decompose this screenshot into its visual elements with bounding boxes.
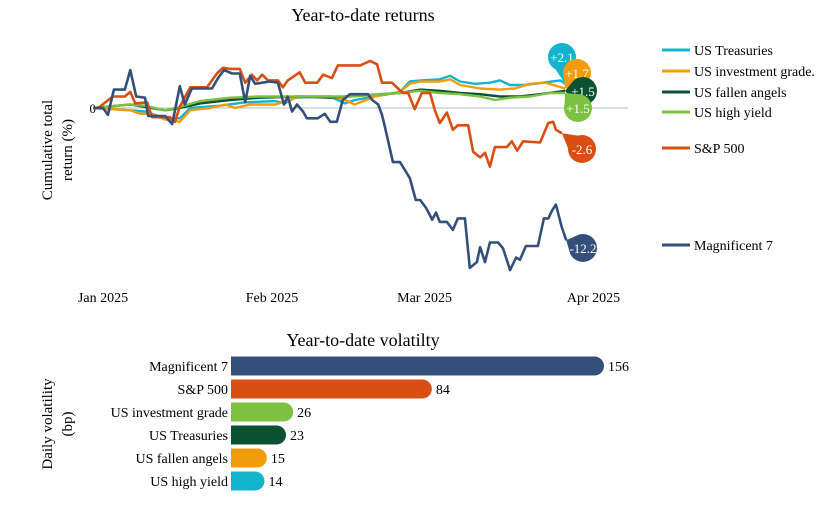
legend: US Treasuries US investment grade. US fall… [662,44,815,254]
legend-label: US Treasuries [694,44,773,59]
bubble-pointer [561,133,578,149]
bubble-circle [569,234,597,262]
bar-row: US fallen angels 15 [135,448,285,468]
series-line-us-high-yield [93,89,566,112]
legend-label: US investment grade. [694,65,815,80]
bar-value-label: 156 [608,360,629,375]
bar [231,356,604,376]
line-chart-y-axis-label: Cumulative total return (%) [40,100,76,200]
bar-value-label: 23 [290,429,304,444]
bar [231,471,265,491]
bar-category-label: Magnificent 7 [149,360,228,375]
y-axis-label-line2: return (%) [60,119,76,181]
legend-label: US fallen angels [694,86,787,101]
series-line-magnificent-7 [93,68,568,272]
series-line-s-p-500 [93,59,563,168]
end-label-value: +2.1 [550,50,574,65]
line-plot-area: 0 Jan 2025 Feb 2025 Mar 2025 Apr 2025 +2.1 +1.… [78,43,628,306]
bar-row: US Treasuries 23 [149,425,304,445]
legend-item: Magnificent 7 [662,239,773,254]
legend-item: US high yield [662,106,772,121]
legend-label: S&P 500 [694,142,744,157]
x-tick-label: Mar 2025 [397,291,452,306]
bar-row: S&P 500 84 [178,379,450,399]
bar-value-label: 84 [436,383,450,398]
bar-plot-area: Magnificent 7 156 S&P 500 84 US investment g… [111,356,629,491]
y-tick-label: 0 [90,101,97,116]
bar-category-label: US fallen angels [135,452,228,467]
bar-category-label: US high yield [150,475,228,490]
bar-row: US high yield 14 [150,471,282,491]
bar [231,402,294,422]
bar-category-label: US Treasuries [149,429,228,444]
end-label-bubble: -2.6 [561,133,596,163]
legend-label: Magnificent 7 [694,239,773,254]
bar-row: US investment grade 26 [111,402,311,422]
bar-value-label: 26 [297,406,311,421]
legend-item: US investment grade. [662,65,815,80]
bubble-circle [564,94,592,122]
bar-value-label: 15 [271,452,285,467]
legend-item: US fallen angels [662,86,787,101]
bar-value-label: 14 [268,475,282,490]
series-line-us-treasuries [93,74,566,120]
bar-y-label-line1: Daily volatility [40,378,56,470]
bar-category-label: US investment grade [111,406,228,421]
legend-item: S&P 500 [662,142,744,157]
bubble-circle [568,135,596,163]
x-tick-label: Jan 2025 [78,291,128,306]
end-label-bubble: +1.5 [564,93,592,122]
y-axis-label-line1: Cumulative total [40,100,56,200]
end-label-value: -12.2 [569,241,596,256]
bar-chart-title: Year-to-date volatilty [286,330,439,350]
bar-y-label-line2: (bp) [60,412,76,437]
bar [231,379,432,399]
legend-item: US Treasuries [662,44,773,59]
end-label-bubble: -12.2 [566,234,597,262]
x-tick-label: Feb 2025 [246,291,299,306]
line-chart-title: Year-to-date returns [291,5,434,25]
x-tick-label: Apr 2025 [567,291,620,306]
bar [231,425,286,445]
bar-category-label: S&P 500 [178,383,228,398]
end-label-value: -2.6 [572,142,593,157]
bar [231,448,267,468]
end-label-value: +1.5 [566,101,590,116]
legend-label: US high yield [694,106,772,121]
bar-row: Magnificent 7 156 [149,356,629,376]
bar-chart-y-axis-label: Daily volatility (bp) [40,378,76,470]
